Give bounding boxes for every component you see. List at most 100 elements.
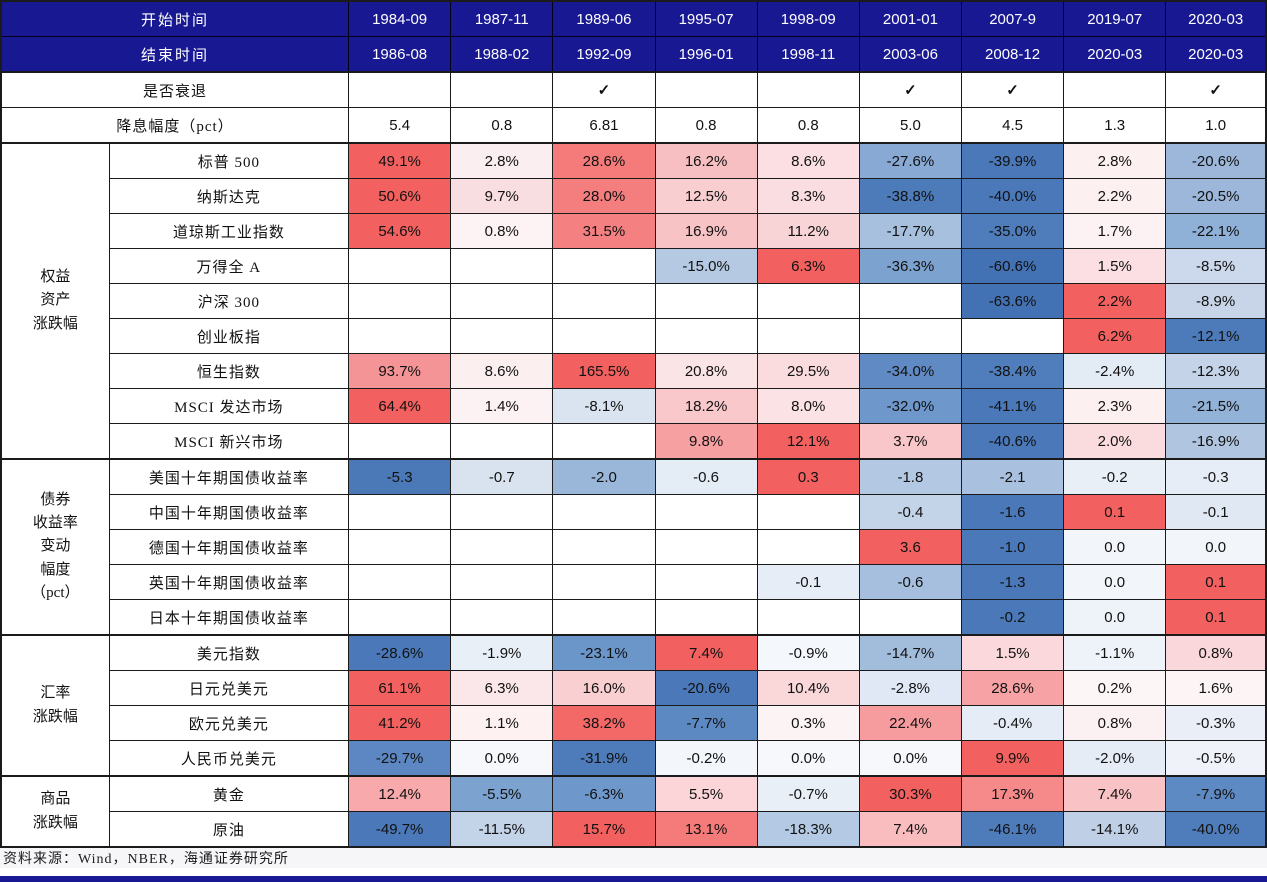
value-cell: 2.8% xyxy=(1063,142,1167,179)
value-cell: -34.0% xyxy=(858,353,962,389)
value-cell: 0.8% xyxy=(1165,634,1267,671)
empty-cell xyxy=(450,423,554,460)
empty-cell xyxy=(756,599,860,636)
value-cell: -31.9% xyxy=(552,740,656,777)
value-cell: -1.1% xyxy=(1063,634,1167,671)
asset-row: 道琼斯工业指数 54.6% 0.8% 31.5% 16.9% 11.2% -17.7% -35… xyxy=(1,213,1267,249)
asset-label-cell: 日元兑美元 xyxy=(108,670,350,706)
value-cell: -8.9% xyxy=(1165,283,1267,319)
empty-cell xyxy=(450,529,554,565)
value-cell: -40.6% xyxy=(960,423,1065,460)
group-label-cell: 汇率 涨跌幅 xyxy=(0,634,110,777)
asset-label-cell: 万得全 A xyxy=(108,248,350,284)
value-cell: 0.1 xyxy=(1165,564,1267,600)
empty-cell xyxy=(348,283,452,319)
empty-cell xyxy=(654,529,758,565)
empty-cell xyxy=(654,599,758,636)
recession-empty-cell xyxy=(1063,71,1167,108)
recession-check-cell: ✓ xyxy=(960,71,1065,108)
value-cell: 9.9% xyxy=(960,740,1065,777)
group-label-cell: 权益 资产 涨跌幅 xyxy=(0,142,110,460)
asset-label-cell: 纳斯达克 xyxy=(108,178,350,214)
value-cell: -0.7% xyxy=(756,775,860,812)
value-cell: -0.3% xyxy=(1165,705,1267,741)
period-end-cell: 1996-01 xyxy=(654,36,758,73)
value-cell: 0.3 xyxy=(756,458,860,495)
value-cell: -15.0% xyxy=(654,248,758,284)
value-cell: 10.4% xyxy=(756,670,860,706)
table-body: 开始时间 1984-09 1987-11 1989-06 1995-07 1998-09 2… xyxy=(0,0,1267,848)
value-cell: 2.3% xyxy=(1063,388,1167,424)
period-start-cell: 2007-9 xyxy=(960,0,1065,37)
value-cell: -23.1% xyxy=(552,634,656,671)
asset-label-cell: 黄金 xyxy=(108,775,350,812)
value-cell: 30.3% xyxy=(858,775,962,812)
value-cell: 2.8% xyxy=(450,142,554,179)
value-cell: 0.0% xyxy=(858,740,962,777)
value-cell: 38.2% xyxy=(552,705,656,741)
empty-cell xyxy=(348,529,452,565)
value-cell: 2.0% xyxy=(1063,423,1167,460)
empty-cell xyxy=(450,283,554,319)
empty-cell xyxy=(552,529,656,565)
value-cell: 12.1% xyxy=(756,423,860,460)
value-cell: 3.6 xyxy=(858,529,962,565)
asset-row: 恒生指数 93.7% 8.6% 165.5% 20.8% 29.5% -34.0% -38.4… xyxy=(1,353,1267,389)
empty-cell xyxy=(960,318,1065,354)
value-cell: -7.7% xyxy=(654,705,758,741)
value-cell: -8.5% xyxy=(1165,248,1267,284)
recession-check-cell: ✓ xyxy=(858,71,962,108)
value-cell: -1.3 xyxy=(960,564,1065,600)
asset-label-cell: 美元指数 xyxy=(108,634,350,671)
value-cell: 28.6% xyxy=(552,142,656,179)
value-cell: 8.0% xyxy=(756,388,860,424)
asset-row: 债券 收益率 变动 幅度 （pct） 美国十年期国债收益率 -5.3 -0.7 -2.0 -0.6… xyxy=(0,458,1267,636)
period-start-label-cell: 开始时间 xyxy=(0,0,350,37)
rate-cut-label-cell: 降息幅度（pct） xyxy=(0,107,350,144)
value-cell: 2.2% xyxy=(1063,283,1167,319)
asset-row: MSCI 发达市场 64.4% 1.4% -8.1% 18.2% 8.0% -32.0% -4… xyxy=(1,388,1267,424)
value-cell: 8.3% xyxy=(756,178,860,214)
empty-cell xyxy=(552,599,656,636)
value-cell: 12.5% xyxy=(654,178,758,214)
value-cell: 64.4% xyxy=(348,388,452,424)
value-cell: 6.3% xyxy=(756,248,860,284)
period-start-cell: 1995-07 xyxy=(654,0,758,37)
rate-cut-heatmap-table: 开始时间 1984-09 1987-11 1989-06 1995-07 1998-09 2… xyxy=(0,0,1267,848)
value-cell: 7.4% xyxy=(1063,775,1167,812)
empty-cell xyxy=(756,529,860,565)
value-cell: 0.0 xyxy=(1063,564,1167,600)
value-cell: 7.4% xyxy=(654,634,758,671)
empty-cell xyxy=(450,318,554,354)
recession-empty-cell xyxy=(450,71,554,108)
value-cell: 16.0% xyxy=(552,670,656,706)
value-cell: 0.0 xyxy=(1063,599,1167,636)
asset-label-cell: 标普 500 xyxy=(108,142,350,179)
value-cell: 29.5% xyxy=(756,353,860,389)
value-cell: -1.6 xyxy=(960,494,1065,530)
asset-label-cell: 创业板指 xyxy=(108,318,350,354)
value-cell: -2.8% xyxy=(858,670,962,706)
empty-cell xyxy=(858,599,962,636)
value-cell: 49.1% xyxy=(348,142,452,179)
value-cell: 1.5% xyxy=(1063,248,1167,284)
recession-row: 是否衰退 ✓ ✓ ✓ ✓ xyxy=(0,71,1267,108)
value-cell: 8.6% xyxy=(756,142,860,179)
value-cell: -2.0% xyxy=(1063,740,1167,777)
asset-row: 欧元兑美元 41.2% 1.1% 38.2% -7.7% 0.3% 22.4% -0.4% 0.… xyxy=(1,705,1267,741)
empty-cell xyxy=(348,318,452,354)
value-cell: 0.8% xyxy=(450,213,554,249)
value-cell: -0.3 xyxy=(1165,458,1267,495)
recession-check-cell: ✓ xyxy=(1165,71,1267,108)
value-cell: -0.5% xyxy=(1165,740,1267,777)
value-cell: 18.2% xyxy=(654,388,758,424)
asset-row: 创业板指 6.2% -12.1% xyxy=(1,318,1267,354)
asset-label-cell: 恒生指数 xyxy=(108,353,350,389)
empty-cell xyxy=(552,494,656,530)
value-cell: -1.9% xyxy=(450,634,554,671)
period-end-cell: 1998-11 xyxy=(756,36,860,73)
value-cell: -0.4% xyxy=(960,705,1065,741)
rate-cut-row: 降息幅度（pct） 5.4 0.8 6.81 0.8 0.8 5.0 4.5 1.3 1.0 xyxy=(0,107,1267,144)
value-cell: 50.6% xyxy=(348,178,452,214)
value-cell: 0.0% xyxy=(450,740,554,777)
